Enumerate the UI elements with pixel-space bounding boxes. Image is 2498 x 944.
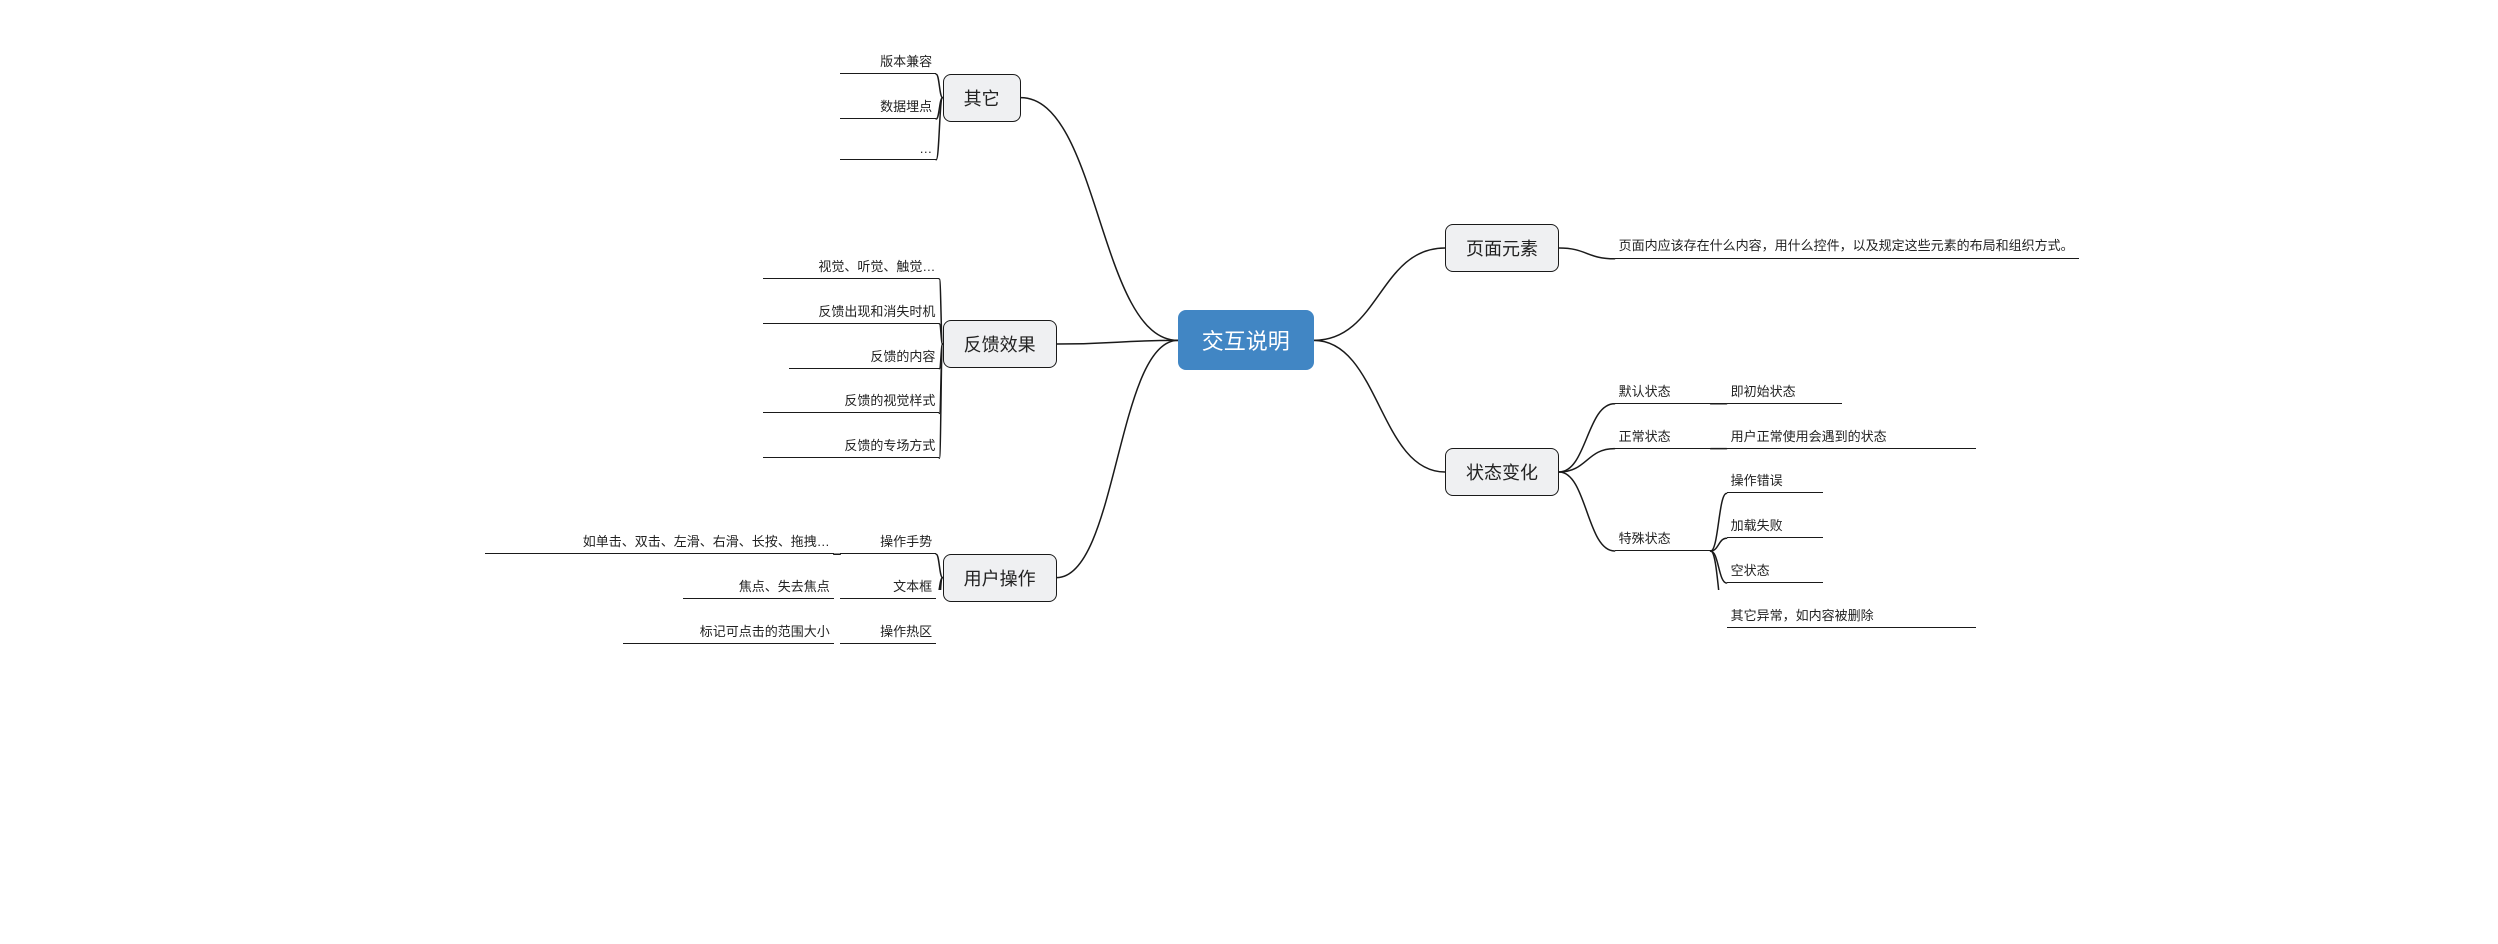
leaf-userop-0: 操作手势 (840, 531, 936, 554)
branch-userop: 用户操作 (943, 554, 1057, 602)
leaf-state-0: 默认状态 (1615, 381, 1711, 404)
leaf-state-1-desc: 用户正常使用会遇到的状态 (1727, 426, 1977, 449)
branch-feedback: 反馈效果 (943, 320, 1057, 368)
root-node: 交互说明 (1178, 310, 1314, 370)
leaf-userop-1-desc: 焦点、失去焦点 (683, 576, 833, 599)
branch-state: 状态变化 (1445, 448, 1559, 496)
leaf-userop-1: 文本框 (840, 576, 936, 599)
leaf-userop-0-desc: 如单击、双击、左滑、右滑、长按、拖拽… (485, 531, 834, 554)
leaf-state-2-child-3: 其它异常，如内容被删除 (1727, 605, 1977, 628)
leaf-userop-2: 操作热区 (840, 621, 936, 644)
leaf-state-2-child-0: 操作错误 (1727, 470, 1823, 493)
leaf-state-2-child-1: 加载失败 (1727, 515, 1823, 538)
leaf-other-1: 数据埋点 (840, 96, 936, 119)
leaf-userop-2-desc: 标记可点击的范围大小 (623, 621, 834, 644)
leaf-feedback-4: 反馈的专场方式 (763, 435, 939, 458)
leaf-element-0: 页面内应该存在什么内容，用什么控件，以及规定这些元素的布局和组织方式。 (1615, 237, 2079, 259)
branch-other: 其它 (943, 74, 1021, 122)
branch-element: 页面元素 (1445, 224, 1559, 272)
leaf-feedback-2: 反馈的内容 (789, 346, 939, 369)
leaf-state-1: 正常状态 (1615, 426, 1711, 449)
connector-layer (469, 0, 2029, 590)
leaf-state-2-child-2: 空状态 (1727, 560, 1823, 583)
leaf-other-2: … (840, 141, 936, 160)
leaf-state-0-desc: 即初始状态 (1727, 381, 1842, 404)
mindmap-canvas: 交互说明其它反馈效果用户操作页面元素状态变化版本兼容数据埋点…视觉、听觉、触觉…… (469, 0, 2029, 590)
leaf-feedback-0: 视觉、听觉、触觉… (763, 256, 939, 279)
leaf-feedback-1: 反馈出现和消失时机 (763, 301, 939, 324)
leaf-state-2: 特殊状态 (1615, 528, 1711, 551)
leaf-other-0: 版本兼容 (840, 51, 936, 74)
leaf-feedback-3: 反馈的视觉样式 (763, 390, 939, 413)
